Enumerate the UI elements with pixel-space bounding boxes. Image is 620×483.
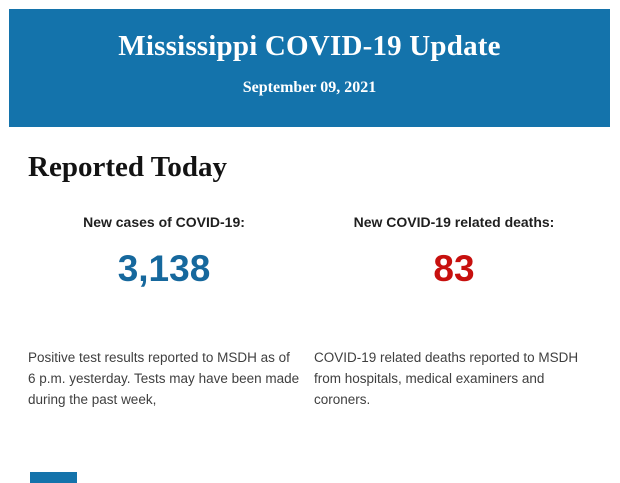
- newsletter-title: Mississippi COVID-19 Update: [118, 30, 501, 62]
- section-title: Reported Today: [28, 151, 228, 183]
- deaths-column: New COVID-19 related deaths: 83 COVID-19…: [314, 213, 594, 410]
- newsletter-header-banner: Mississippi COVID-19 Update September 09…: [9, 9, 610, 127]
- newsletter-body: Reported Today New cases of COVID-19: 3,…: [28, 127, 594, 410]
- new-deaths-description: COVID-19 related deaths reported to MSDH…: [314, 350, 579, 407]
- stats-labels-and-values: New cases of COVID-19: 3,138 Positive te…: [28, 213, 594, 410]
- new-cases-description: Positive test results reported to MSDH a…: [28, 350, 300, 407]
- new-cases-value: 3,138: [117, 248, 211, 289]
- new-cases-label: New cases of COVID-19:: [83, 214, 245, 230]
- cases-column: New cases of COVID-19: 3,138 Positive te…: [28, 213, 300, 410]
- next-section-peek: [30, 472, 77, 483]
- newsletter-date: September 09, 2021: [242, 79, 377, 96]
- new-deaths-label: New COVID-19 related deaths:: [353, 214, 555, 230]
- new-deaths-value: 83: [433, 248, 475, 289]
